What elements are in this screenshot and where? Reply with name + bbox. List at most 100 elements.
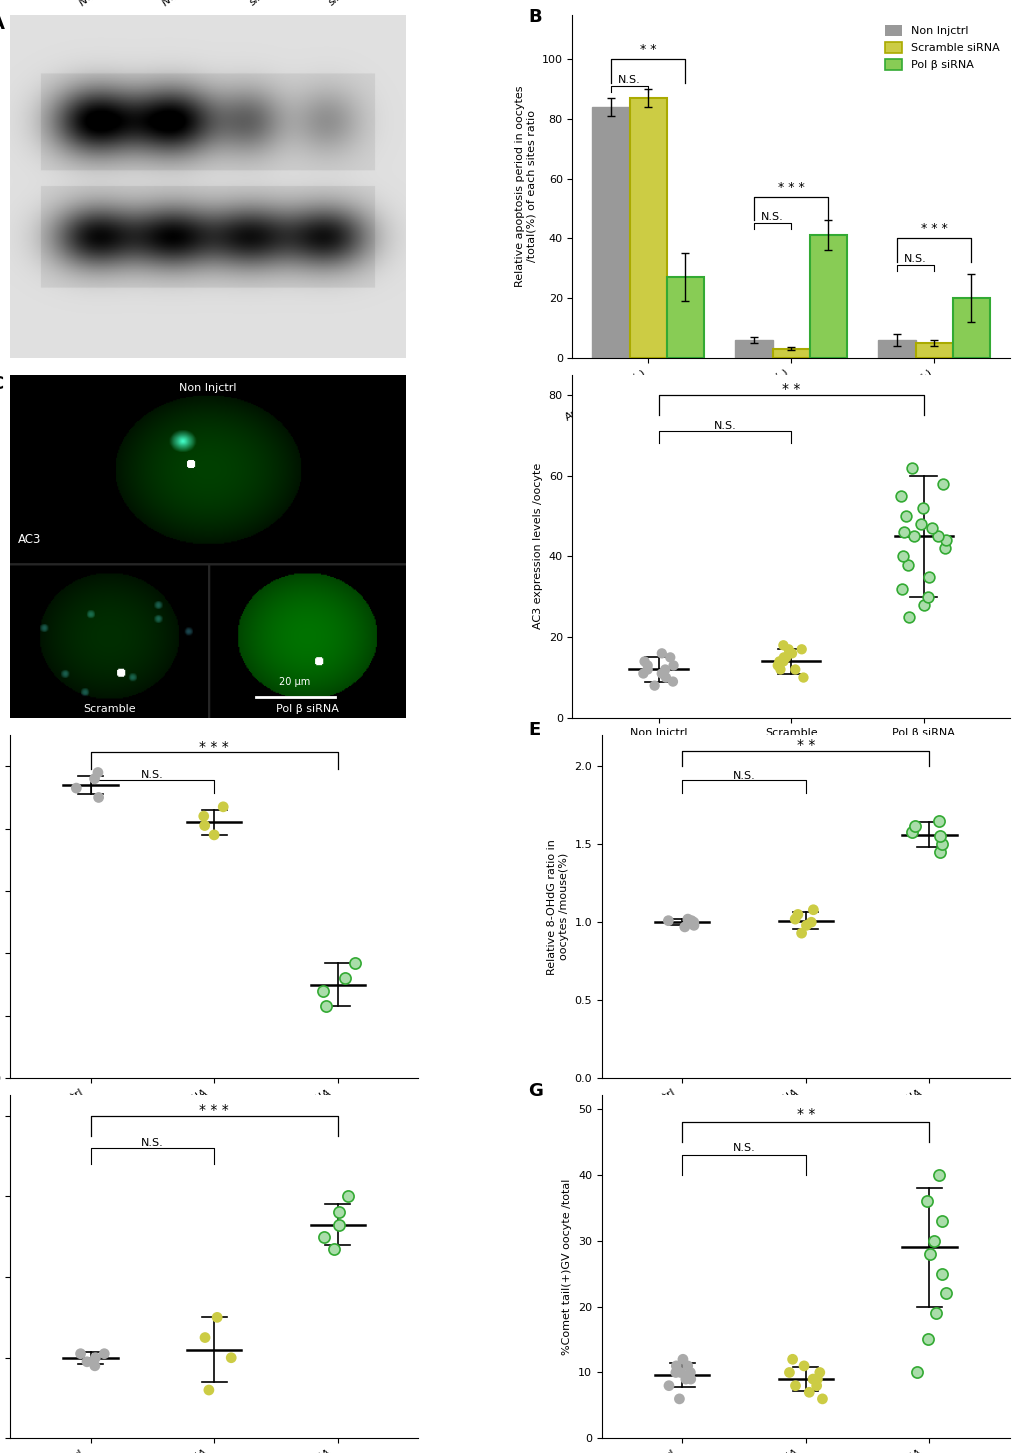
Point [656, 658, 673, 681]
Point [798, 914, 814, 937]
Point [679, 908, 695, 931]
Text: * * *: * * * [920, 222, 947, 235]
Point [894, 545, 910, 568]
Point [930, 825, 947, 849]
Point [933, 833, 950, 856]
Point [936, 529, 953, 552]
Point [91, 786, 107, 809]
Point [937, 1282, 954, 1305]
Point [901, 606, 917, 629]
Point [667, 1361, 684, 1385]
Point [215, 795, 231, 818]
Point [931, 840, 948, 863]
Point [209, 1306, 225, 1329]
Y-axis label: %Comet tail(+)GV oocyte /total: %Comet tail(+)GV oocyte /total [561, 1178, 572, 1356]
Point [804, 898, 820, 921]
Point [770, 649, 787, 673]
Bar [809, 235, 846, 357]
Point [775, 645, 792, 668]
Point [201, 1379, 217, 1402]
Point [330, 1200, 346, 1223]
Point [926, 1302, 943, 1325]
Point [336, 966, 353, 989]
Text: N.S.: N.S. [141, 1138, 164, 1148]
Point [896, 520, 912, 543]
Point [787, 658, 803, 681]
Text: siRNA: siRNA [248, 0, 279, 7]
Point [795, 1354, 811, 1377]
Point [339, 1184, 356, 1207]
Point [672, 1361, 688, 1385]
Point [685, 914, 701, 937]
Text: E: E [528, 721, 540, 740]
Point [317, 995, 333, 1019]
Point [682, 1361, 698, 1385]
Point [635, 663, 651, 686]
Text: Scramble: Scramble [83, 705, 136, 715]
Point [769, 654, 786, 677]
Point [899, 554, 915, 577]
Point [795, 665, 811, 689]
Point [811, 1361, 827, 1385]
Point [677, 1367, 693, 1391]
Point [789, 902, 805, 926]
Bar [877, 340, 915, 357]
Legend: Non Injctrl, Scramble siRNA, Pol β siRNA: Non Injctrl, Scramble siRNA, Pol β siRNA [880, 20, 1004, 74]
Y-axis label: Relative 8-OHdG ratio in
oocytes /mouse(%): Relative 8-OHdG ratio in oocytes /mouse(… [546, 838, 569, 975]
Text: 20 μm: 20 μm [279, 677, 311, 687]
Bar [952, 298, 989, 357]
Point [90, 761, 106, 785]
Point [906, 814, 922, 837]
Point [893, 577, 909, 600]
Point [787, 908, 803, 931]
Y-axis label: AC3 expression levels /oocyte: AC3 expression levels /oocyte [533, 464, 542, 629]
Point [905, 525, 921, 548]
Text: siRNA: siRNA [326, 0, 358, 7]
Text: N.S.: N.S. [732, 770, 755, 780]
Text: * *: * * [639, 44, 656, 57]
Point [197, 814, 213, 837]
Point [780, 638, 796, 661]
Y-axis label: Relative apoptosis period in oocytes
/total(%) of each sites ratio: Relative apoptosis period in oocytes /to… [515, 86, 536, 286]
Point [675, 1348, 691, 1372]
Point [653, 663, 669, 686]
Point [87, 767, 103, 790]
Text: N.S.: N.S. [618, 74, 640, 84]
Point [784, 1348, 800, 1372]
Point [777, 645, 794, 668]
Point [685, 911, 701, 934]
Text: * *: * * [782, 382, 800, 397]
Point [802, 911, 818, 934]
Point [918, 1190, 934, 1213]
Point [653, 642, 669, 665]
Text: C: C [0, 375, 4, 392]
Point [96, 1343, 112, 1366]
Point [808, 1367, 824, 1391]
Point [800, 1380, 816, 1404]
Point [72, 1343, 89, 1366]
Point [804, 1367, 820, 1391]
Point [664, 654, 681, 677]
Point [774, 634, 791, 657]
Point [808, 1375, 824, 1398]
Point [932, 1261, 949, 1284]
Text: * *: * * [796, 1107, 814, 1122]
Point [919, 586, 935, 609]
Point [78, 1350, 95, 1373]
Point [781, 642, 797, 665]
Point [936, 536, 953, 559]
Point [206, 824, 222, 847]
Point [646, 674, 662, 697]
Point [223, 1345, 239, 1369]
Text: N.S.: N.S. [713, 421, 736, 432]
Point [914, 497, 930, 520]
Point [908, 1361, 924, 1385]
Point [682, 1367, 698, 1391]
Text: N.S.: N.S. [141, 770, 164, 780]
Text: Non Injctrl: Non Injctrl [160, 0, 211, 7]
Bar [771, 349, 809, 357]
Point [787, 1375, 803, 1398]
Point [784, 642, 800, 665]
Point [657, 665, 674, 689]
Bar [592, 108, 629, 357]
